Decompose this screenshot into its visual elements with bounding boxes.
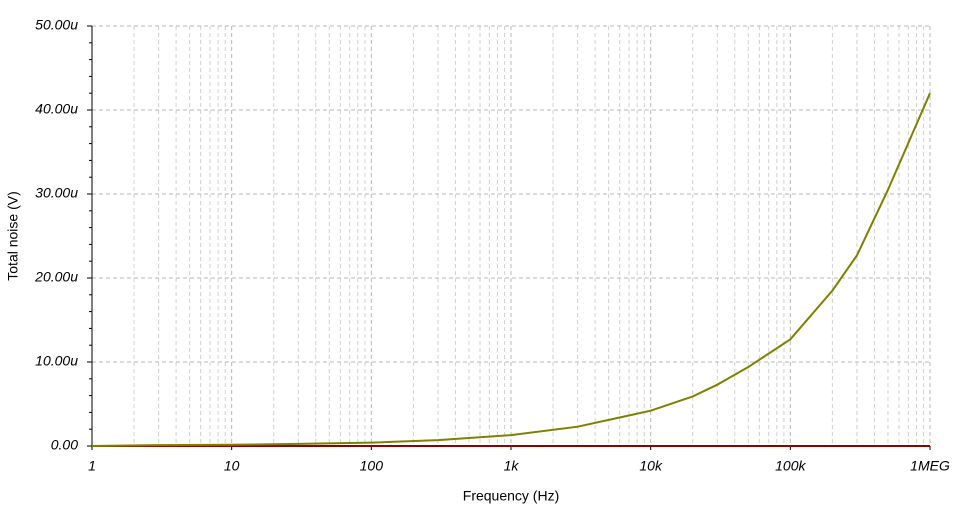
x-tick-label: 100 — [360, 458, 384, 474]
x-tick-label: 100k — [775, 458, 806, 474]
x-tick-label: 10 — [224, 458, 240, 474]
y-tick-label: 50.00u — [35, 17, 78, 33]
series-line — [91, 92, 931, 447]
x-tick-label: 1k — [504, 458, 520, 474]
y-tick-label: 10.00u — [35, 353, 78, 369]
y-tick-label: 30.00u — [35, 185, 78, 201]
y-tick-label: 40.00u — [35, 101, 78, 117]
x-tick-label: 1 — [88, 458, 96, 474]
x-axis-label: Frequency (Hz) — [463, 488, 559, 504]
y-tick-label: 0.00 — [51, 437, 78, 453]
y-tick-label: 20.00u — [34, 269, 78, 285]
y-axis-label: Total noise (V) — [5, 191, 21, 280]
x-tick-label: 1MEG — [910, 458, 950, 474]
x-tick-label: 10k — [639, 458, 663, 474]
